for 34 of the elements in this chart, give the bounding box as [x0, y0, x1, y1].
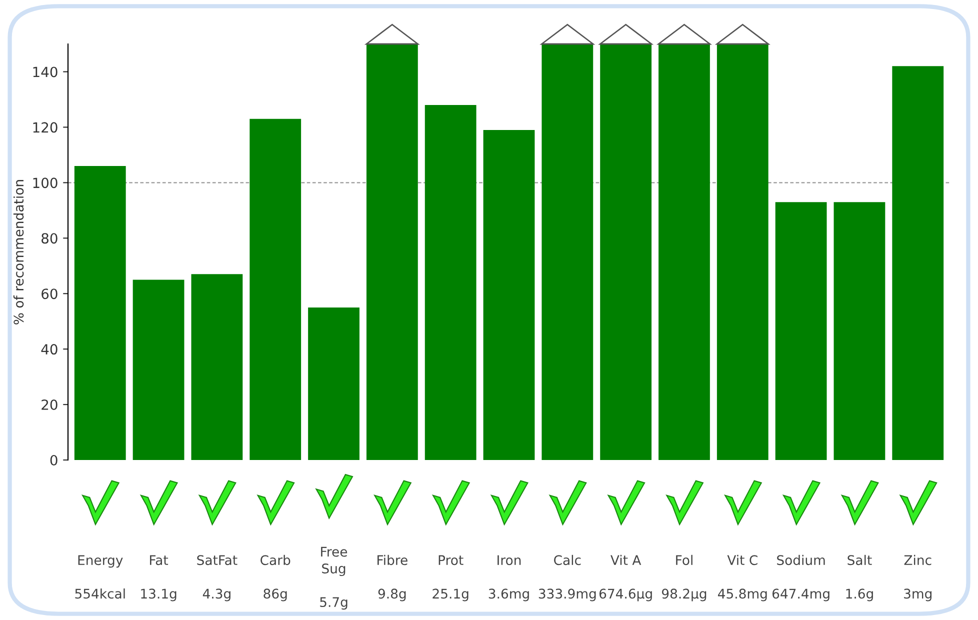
y-axis-title: % of recommendation [13, 180, 24, 324]
bar [191, 274, 243, 460]
y-tick-label: 140 [33, 66, 58, 78]
y-tick-label: 20 [42, 400, 58, 410]
y-tick-label: 80 [42, 233, 58, 244]
bar [308, 307, 360, 460]
y-tick-label: 100 [33, 178, 58, 188]
bar [424, 105, 476, 460]
bar [775, 202, 827, 460]
y-tick-label: 40 [41, 344, 58, 355]
category-label: Zinc 3mg [904, 554, 932, 602]
category-label: Iron 3.6mg [488, 555, 529, 602]
category-label: Carb 86g [260, 554, 290, 602]
bar [250, 118, 302, 460]
category-label: Energy 554kcal [75, 555, 125, 599]
bar [834, 202, 886, 460]
bar [74, 166, 126, 460]
category-label: Calc 333.9mg [538, 554, 596, 602]
category-label: Sodium 647.4mg [772, 554, 830, 602]
category-label: Vit A 674.6µg [599, 554, 652, 602]
y-tick-label: 120 [33, 122, 58, 133]
category-label: Free Sug 5.7g [320, 546, 348, 610]
category-label: Vit C 45.8mg [718, 554, 767, 602]
category-label: Fibre 9.8g [378, 554, 408, 602]
y-tick-label: 60 [42, 288, 58, 300]
category-label: SatFat 4.3g [197, 555, 238, 602]
bar [483, 130, 535, 460]
category-label: Prot 25.1g [432, 555, 468, 602]
bar [132, 280, 184, 460]
category-label: Salt 1.6g [846, 554, 873, 602]
y-tick-label: 0 [50, 454, 58, 466]
category-label: Fat 13.1g [141, 555, 176, 602]
bar [892, 66, 944, 460]
category-label: Fol 98.2µg [662, 554, 706, 602]
